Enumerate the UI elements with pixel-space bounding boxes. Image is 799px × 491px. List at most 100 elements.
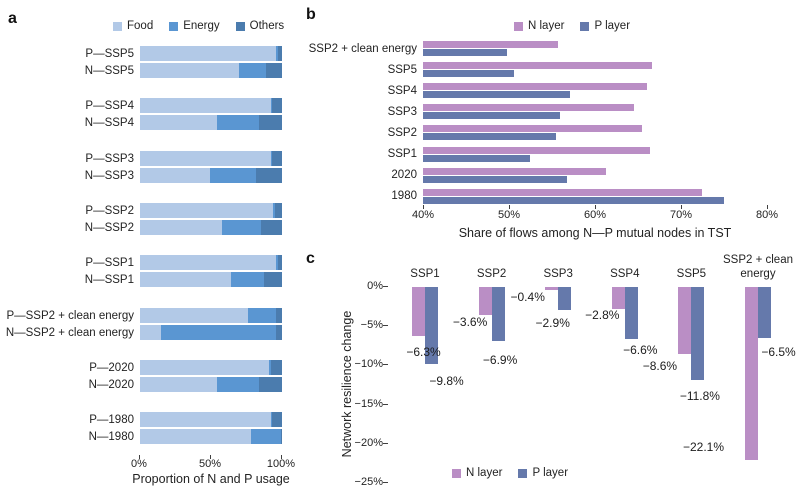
panel-c-y-tick-label: 0% [367, 280, 383, 292]
panel-a-stacked-bar [140, 429, 282, 445]
panel-a-stacked-bar [140, 202, 282, 218]
panel-b-bar-n-layer [423, 188, 702, 196]
panel-a-segment-food [140, 202, 274, 218]
panel-a-letter: a [8, 10, 17, 27]
panel-a-stacked-bar [140, 376, 282, 392]
panel-a-segment-others [263, 272, 282, 288]
panel-a-category-label: P—SSP4 [85, 100, 134, 113]
panel-a-category-label: P—SSP2 + clean energy [6, 309, 134, 322]
panel-a-segment-energy [270, 98, 273, 114]
legend-a-swatch-others [235, 21, 245, 31]
panel-a-segment-food [140, 324, 162, 340]
panel-a-segment-others [259, 115, 282, 131]
panel-c-y-tick-label: −25% [354, 476, 383, 488]
panel-b-bar-n-layer [423, 104, 634, 112]
panel-a-stacked-bar [140, 324, 282, 340]
panel-a-stacked-bar [140, 115, 282, 131]
panel-b-bar-p-layer [423, 154, 530, 162]
panel-c-value-label-p-layer: −6.6% [623, 342, 658, 357]
panel-a-category-label: P—SSP5 [85, 48, 134, 60]
panel-c-value-label-p-layer: −2.9% [535, 315, 570, 330]
panel-b-x-tick-label: 70% [669, 209, 693, 221]
panel-a-segment-food [140, 98, 271, 114]
panel-c-bar-p-layer [758, 287, 771, 338]
panel-a-stacked-bar [140, 219, 282, 235]
panel-c-bar-n-layer [478, 287, 492, 316]
panel-a-segment-food [140, 219, 223, 235]
panel-a-category-label: P—SSP2 [85, 204, 134, 217]
panel-c-group-header: SSP1 [410, 268, 440, 281]
panel-a-segment-food [140, 412, 271, 428]
panel-a-x-tick [139, 455, 140, 459]
panel-a-category-label: N—SSP2 + clean energy [5, 326, 134, 339]
panel-b-bar-n-layer [423, 125, 643, 133]
panel-a-segment-food [140, 167, 210, 183]
panel-a-category-label: N—SSP5 [84, 65, 134, 77]
panel-b-bar-p-layer [423, 196, 724, 204]
panel-a-x-tick-label: 50% [198, 458, 222, 470]
panel-b-x-tick-label: 60% [583, 209, 607, 221]
panel-c-yaxis-title: Network resilience change [340, 310, 354, 458]
panel-c-y-tick-label: −5% [360, 319, 383, 332]
panel-a-segment-energy [239, 63, 267, 78]
panel-c-y-tick [383, 364, 388, 366]
panel-c-legend: N layer P layer [452, 467, 568, 479]
panel-b-letter: b [306, 6, 316, 23]
panel-c-group-header: SSP2 + clean energy [722, 254, 793, 281]
panel-b-legend: N layer P layer [514, 20, 630, 32]
panel-c-y-tick [383, 403, 388, 405]
panel-c-value-label-n-layer: −0.4% [510, 290, 545, 305]
panel-b-bar-n-layer [423, 41, 559, 48]
panel-a-segment-energy [216, 376, 260, 392]
panel-c-y-tick [383, 442, 388, 444]
panel-b-bar-n-layer [423, 167, 607, 175]
panel-a-stacked-bar [140, 412, 282, 428]
panel-a-stacked-bar [140, 150, 282, 166]
panel-b-category-label: SSP4 [387, 84, 417, 97]
panel-b-category-label: 2020 [391, 169, 417, 182]
panel-a-segment-food [140, 429, 251, 445]
panel-c-value-label-n-layer: −3.6% [452, 315, 488, 330]
panel-a-segment-others [277, 46, 282, 61]
panel-a-legend: Food Energy Others [113, 20, 284, 32]
panel-b-x-tick-label: 80% [755, 209, 779, 221]
panel-c-y-tick-label: −15% [354, 397, 383, 410]
panel-a-segment-food [140, 376, 217, 392]
panel-a-segment-others [276, 324, 282, 340]
legend-a-label: Food [127, 20, 154, 32]
panel-b-bar-p-layer [423, 70, 515, 78]
panel-c-bar-p-layer [425, 287, 438, 364]
panel-c-bar-n-layer [412, 287, 425, 337]
panel-a-segment-energy [276, 46, 278, 61]
panel-a-stacked-bar [140, 272, 282, 288]
panel-a-segment-food [140, 63, 240, 78]
panel-a-segment-food [140, 272, 231, 288]
legend-a-label: Others [249, 20, 285, 32]
panel-a-x-tick [281, 455, 282, 459]
legend-b-item: P layer [580, 20, 630, 32]
panel-a-segment-others [276, 307, 282, 323]
panel-c-y-tick-label: −10% [354, 358, 383, 371]
panel-a-category-label: P—1980 [89, 414, 134, 427]
panel-a-segment-energy [276, 255, 278, 271]
panel-c-group-header: SSP4 [610, 268, 640, 281]
panel-b-category-label: SSP2 [387, 126, 417, 139]
panel-a-segment-food [140, 255, 277, 271]
panel-a-segment-food [140, 46, 277, 61]
legend-b-swatch-p_layer [580, 21, 590, 31]
panel-b-category-label: SSP1 [387, 148, 417, 160]
panel-c-value-label-n-layer: −22.1% [682, 440, 725, 455]
panel-a-x-tick [210, 455, 211, 459]
panel-c-y-tick [383, 286, 388, 287]
panel-a-category-label: N—1980 [88, 431, 134, 444]
panel-b-category-label: SSP3 [387, 105, 417, 118]
panel-c-value-label-n-layer: −6.3% [406, 345, 441, 360]
panel-a-category-label: N—SSP1 [84, 274, 134, 287]
panel-a-segment-energy [273, 202, 275, 218]
panel-b-bar-p-layer [423, 133, 557, 141]
panel-a-segment-food [140, 115, 217, 131]
panel-a-segment-energy [216, 115, 260, 131]
legend-b-item: N layer [514, 20, 564, 32]
panel-b-bar-p-layer [423, 112, 560, 120]
